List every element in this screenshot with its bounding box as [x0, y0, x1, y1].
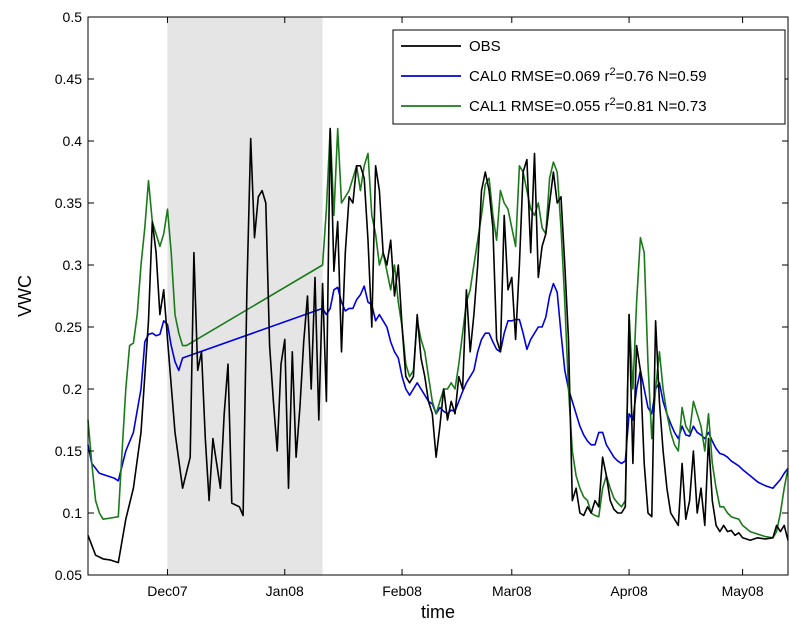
- shaded-period: [167, 17, 323, 575]
- y-tick-label: 0.15: [55, 443, 82, 459]
- x-axis-ticks: Dec07 Jan08 Feb08 Mar08 Apr08 May08: [147, 17, 764, 599]
- y-tick-label: 0.35: [55, 195, 82, 211]
- y-tick-label: 0.25: [55, 319, 82, 335]
- x-tick-label: May08: [722, 583, 764, 599]
- x-tick-label: Feb08: [382, 583, 422, 599]
- y-axis-ticks: 0.05 0.1 0.15 0.2 0.25 0.3 0.35 0.4 0.45 0.5: [55, 9, 788, 583]
- plot-frame: [87, 16, 789, 576]
- legend-label-cal1: CAL1 RMSE=0.055 r2=0.81 N=0.73: [469, 96, 707, 115]
- y-tick-label: 0.1: [63, 505, 83, 521]
- y-tick-label: 0.05: [55, 567, 82, 583]
- legend-label-obs: OBS: [469, 38, 501, 55]
- legend: OBS CAL0 RMSE=0.069 r2=0.76 N=0.59 CAL1 RM…: [392, 29, 786, 125]
- y-tick-label: 0.5: [63, 9, 83, 25]
- series-line-cal1: [87, 127, 789, 539]
- y-tick-label: 0.2: [63, 381, 83, 397]
- shaded-period-layer: [167, 17, 323, 575]
- x-tick-label: Dec07: [147, 583, 188, 599]
- series-line-cal0: [87, 282, 789, 490]
- y-tick-label: 0.4: [63, 133, 83, 149]
- x-tick-label: Apr08: [610, 583, 648, 599]
- y-axis-label: VWC: [15, 275, 35, 317]
- x-tick-label: Jan08: [266, 583, 304, 599]
- series-layer: [87, 127, 789, 564]
- y-tick-label: 0.3: [63, 257, 83, 273]
- legend-label-cal0: CAL0 RMSE=0.069 r2=0.76 N=0.59: [469, 66, 707, 85]
- series-line-obs: [87, 127, 789, 564]
- x-axis-label: time: [421, 602, 455, 622]
- x-tick-label: Mar08: [492, 583, 532, 599]
- y-tick-label: 0.45: [55, 71, 82, 87]
